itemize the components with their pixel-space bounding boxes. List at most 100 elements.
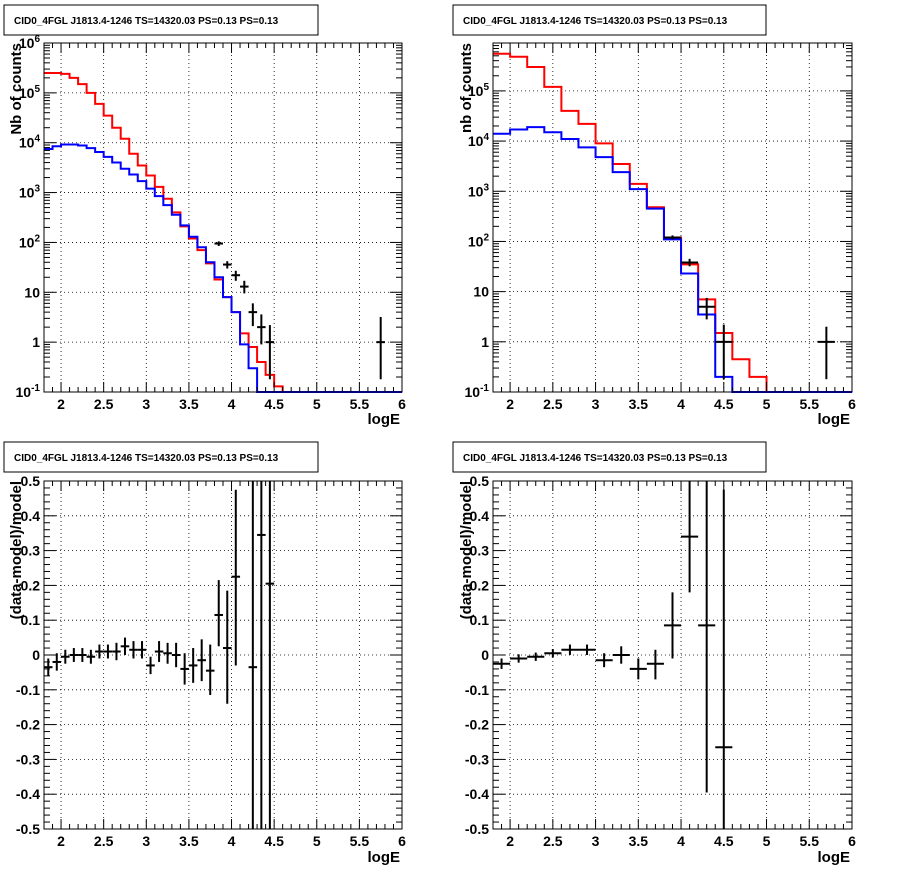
x-tick-label: 5.5 [350,396,370,412]
data-point [78,648,87,662]
x-tick-label: 6 [398,396,406,412]
y-tick-label: -0.3 [465,751,489,767]
y-tick-label: -0.1 [16,682,40,698]
data-point [595,653,613,668]
y-tick-label: 0.5 [21,473,41,489]
y-axis-label: nb of counts [458,43,475,133]
y-tick-label: -0.5 [465,821,489,837]
data-point [180,653,189,685]
x-tick-label: 2.5 [543,833,563,849]
y-tick-label: 10 [473,284,489,300]
y-tick-label: -0.2 [465,717,489,733]
data-point [493,658,511,669]
data-point [629,658,647,680]
x-tick-label: 2.5 [94,396,114,412]
x-tick-label: 5 [763,396,771,412]
histogram-series [493,52,852,393]
x-tick-label: 4.5 [714,833,734,849]
x-tick-label: 4 [677,833,685,849]
data-point [120,637,130,655]
y-tick-label: 0.3 [21,543,41,559]
data-point [52,653,62,671]
y-tick-label: 106 [19,34,41,51]
data-point [69,648,79,662]
panel-bottom-right: CID0_4FGL J1813.4-1246 TS=14320.03 PS=0.… [452,441,856,866]
data-point [527,652,545,661]
data-point [61,649,70,664]
data-point [214,241,223,246]
x-tick-label: 5.5 [350,833,370,849]
x-axis-label: logE [368,411,401,428]
y-tick-label: 105 [468,82,490,99]
data-point [231,489,241,666]
x-tick-label: 5.5 [800,833,820,849]
y-tick-label: 0.3 [470,543,490,559]
data-point [197,639,206,682]
data-point [205,644,215,696]
plot-area [493,43,852,392]
y-axis-label: (data-model)/model [8,481,25,619]
data-point [817,326,835,380]
chart-title: CID0_4FGL J1813.4-1246 TS=14320.03 PS=0.… [14,453,279,464]
y-tick-label: 104 [19,134,41,151]
x-tick-label: 2 [506,833,514,849]
data-point [510,654,528,663]
data-point [544,649,562,658]
plot-area [44,481,402,829]
data-point [129,641,138,659]
y-tick-label: 104 [468,132,490,149]
data-point [248,481,258,829]
y-tick-label: 103 [468,182,490,199]
data-point [112,642,121,661]
x-tick-label: 4.5 [264,396,284,412]
data-point [663,592,682,659]
data-point [188,648,198,683]
data-point [646,649,664,680]
title-box [452,441,767,473]
x-tick-label: 3.5 [179,396,199,412]
x-tick-label: 3 [142,833,150,849]
x-tick-label: 5 [763,833,771,849]
data-point [95,644,104,659]
data-point [265,325,275,380]
y-tick-label: 0.5 [470,473,490,489]
y-tick-label: 102 [19,233,41,250]
data-point [86,649,96,664]
chart-title: CID0_4FGL J1813.4-1246 TS=14320.03 PS=0.… [14,16,279,27]
title-box [452,4,767,36]
data-point [103,644,113,659]
panel-bottom-left: CID0_4FGL J1813.4-1246 TS=14320.03 PS=0.… [3,441,406,866]
data-point [561,644,579,655]
data-point [715,489,733,829]
x-tick-label: 3 [592,396,600,412]
x-tick-label: 6 [848,396,856,412]
x-tick-label: 5.5 [800,396,820,412]
data-point [223,590,232,704]
data-point [715,324,733,380]
data-point [231,270,241,281]
y-tick-label: 0 [32,647,40,663]
x-tick-label: 4 [677,396,685,412]
data-point [223,261,232,269]
y-tick-label: 0.2 [21,577,41,593]
data-point [248,303,258,327]
data-point [663,235,682,240]
data-point [681,481,699,593]
y-tick-label: -0.2 [16,717,40,733]
data-point [154,641,164,662]
y-tick-label: 0 [481,647,489,663]
y-tick-label: 105 [19,84,41,101]
data-point [612,646,630,664]
y-tick-label: -0.1 [465,682,489,698]
data-point [578,644,596,655]
data-point [257,481,266,829]
y-tick-label: 0.1 [21,612,41,628]
chart-title: CID0_4FGL J1813.4-1246 TS=14320.03 PS=0.… [463,453,728,464]
chart-title: CID0_4FGL J1813.4-1246 TS=14320.03 PS=0.… [463,16,728,27]
data-point [681,258,699,267]
data-point [240,280,249,294]
x-tick-label: 2.5 [94,833,114,849]
data-point [137,641,147,659]
y-tick-label: 0.4 [21,508,41,524]
